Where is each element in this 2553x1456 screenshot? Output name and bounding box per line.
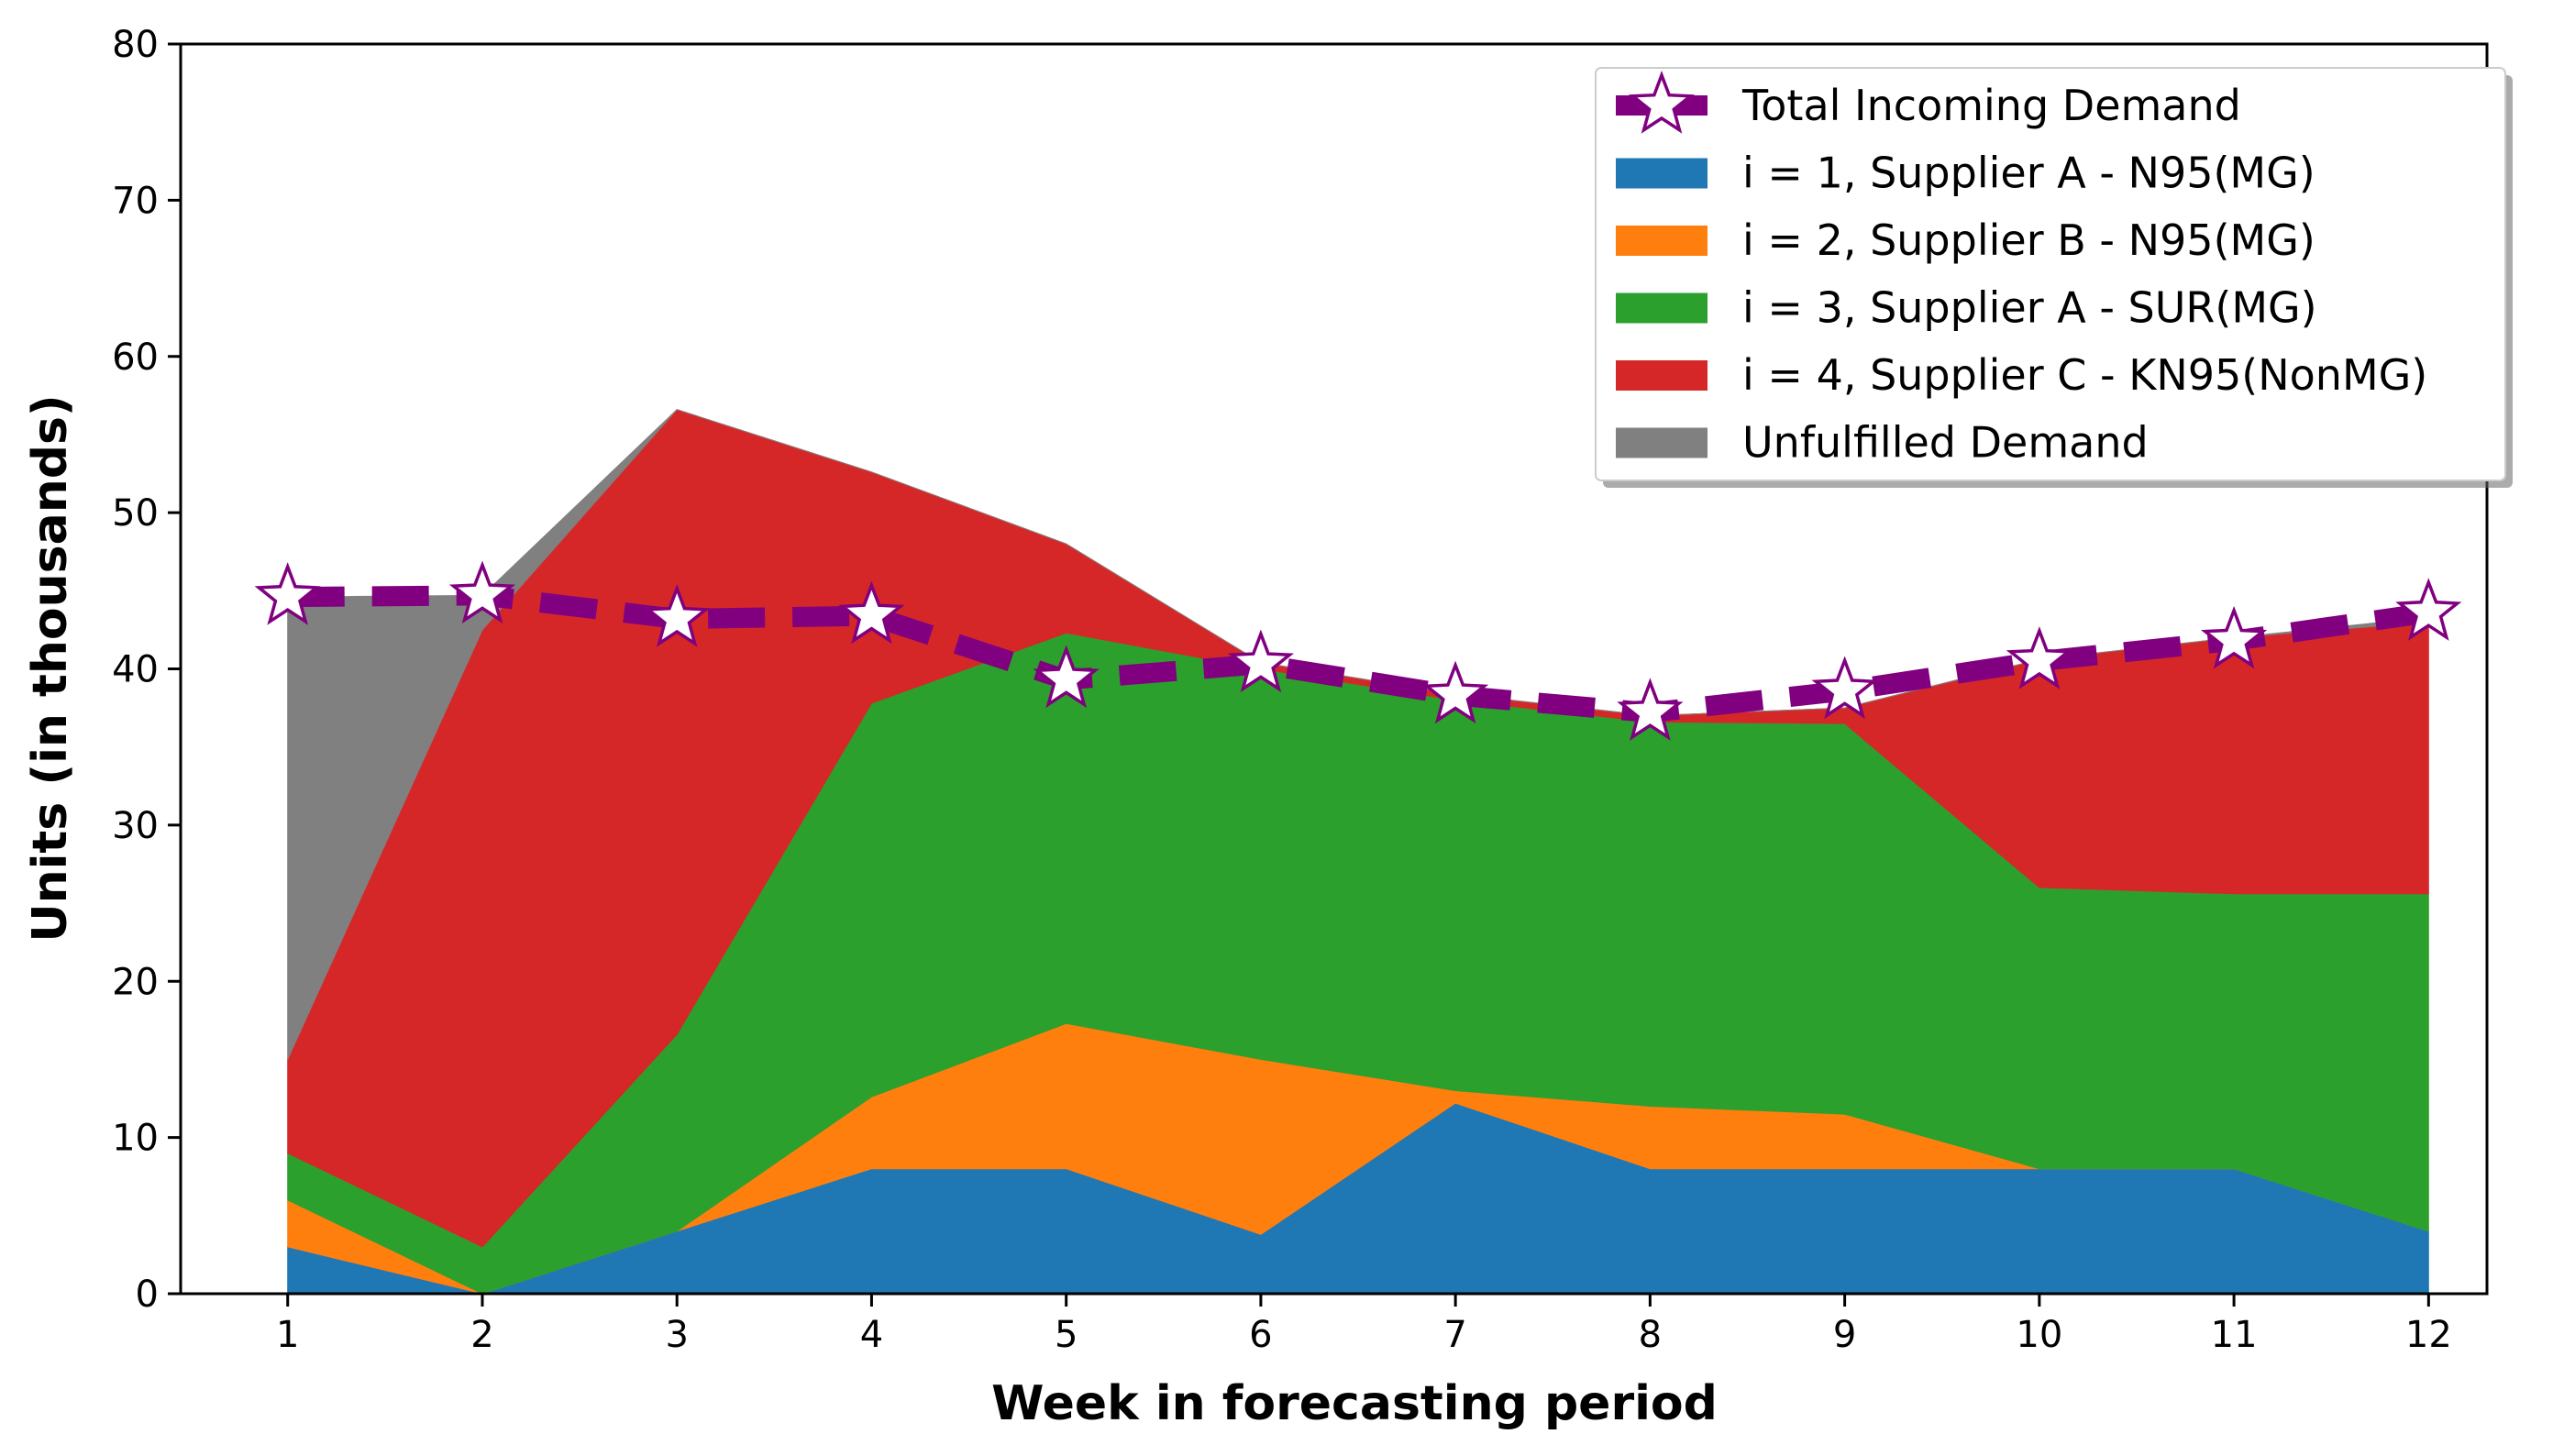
- y-tick-label: 30: [112, 805, 159, 847]
- x-tick-label: 3: [665, 1314, 688, 1356]
- demand-point-2: [448, 560, 516, 624]
- demand-point-9: [1811, 656, 1878, 720]
- y-tick-label: 10: [112, 1118, 159, 1160]
- x-axis-title: Week in forecasting period: [991, 1376, 1718, 1431]
- legend-label: i = 4, Supplier C - KN95(NonMG): [1742, 350, 2427, 400]
- demand-point-8: [1617, 678, 1684, 741]
- x-tick-label: 9: [1833, 1314, 1856, 1356]
- x-tick-label: 7: [1443, 1314, 1466, 1356]
- demand-point-10: [2006, 626, 2072, 689]
- legend-swatch: [1616, 158, 1708, 189]
- legend-box: [1595, 67, 2506, 481]
- total-demand-line-group: [254, 560, 2462, 741]
- x-tick-label: 4: [860, 1314, 883, 1356]
- legend-star-marker: [1628, 71, 1696, 134]
- y-tick-label: 20: [112, 961, 159, 1003]
- x-tick-label: 1: [276, 1314, 299, 1356]
- demand-point-12: [2395, 578, 2462, 641]
- x-tick-label: 10: [2016, 1314, 2062, 1356]
- legend-label: i = 2, Supplier B - N95(MG): [1742, 215, 2315, 265]
- y-tick-label: 60: [112, 336, 159, 379]
- y-tick-label: 50: [112, 492, 159, 535]
- demand-point-3: [644, 584, 711, 647]
- y-tick-label: 0: [136, 1274, 159, 1316]
- legend-label: Total Incoming Demand: [1741, 81, 2241, 130]
- y-axis-ticks: 0 10 20 30 40 50 60 70 80: [112, 24, 181, 1316]
- demand-point-4: [838, 580, 905, 645]
- x-tick-label: 5: [1055, 1314, 1078, 1356]
- legend-label: Unfulfilled Demand: [1742, 418, 2149, 468]
- demand-point-6: [1227, 629, 1295, 693]
- total-demand-line: [287, 585, 2430, 723]
- y-tick-label: 70: [112, 180, 159, 222]
- legend-swatch: [1616, 226, 1708, 256]
- demand-point-7: [1422, 660, 1489, 724]
- x-tick-label: 6: [1249, 1314, 1272, 1356]
- legend-swatch: [1616, 427, 1708, 458]
- x-axis-ticks: 1 2 3 4 5 6 7 8 9 10 11 12: [276, 1294, 2452, 1356]
- area-layers: [287, 409, 2429, 1295]
- legend-label: i = 3, Supplier A - SUR(MG): [1742, 283, 2317, 333]
- x-tick-label: 8: [1639, 1314, 1662, 1356]
- demand-point-5: [1033, 645, 1100, 709]
- x-tick-label: 11: [2211, 1314, 2258, 1356]
- legend-swatch: [1616, 292, 1708, 324]
- legend-label: i = 1, Supplier A - N95(MG): [1742, 149, 2315, 198]
- demand-point-11: [2201, 605, 2268, 669]
- demand-point-1: [254, 562, 321, 625]
- legend-swatch: [1616, 360, 1708, 391]
- y-axis-title: Units (in thousands): [23, 394, 78, 942]
- legend: Total Incoming Demand i = 1, Supplier A -…: [1595, 67, 2513, 488]
- x-tick-label: 2: [470, 1314, 493, 1356]
- y-tick-label: 40: [112, 649, 159, 691]
- x-tick-label: 12: [2405, 1314, 2452, 1356]
- legend-items: Total Incoming Demand i = 1, Supplier A -…: [1616, 71, 2427, 468]
- y-tick-label: 80: [112, 24, 159, 66]
